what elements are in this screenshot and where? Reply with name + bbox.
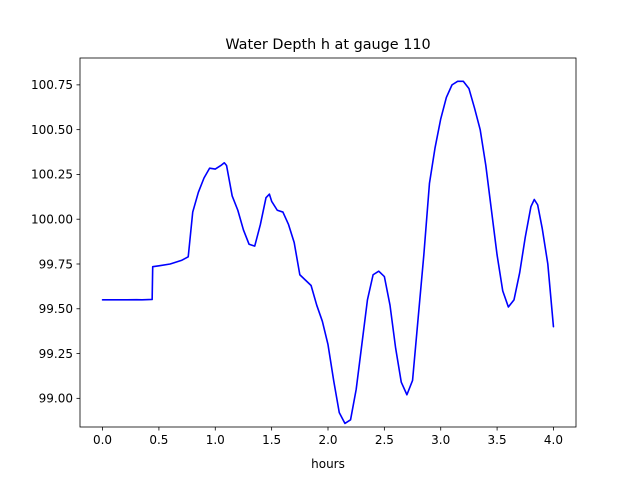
y-tick-label: 99.00 <box>39 392 73 406</box>
x-tick-label: 3.5 <box>488 433 507 447</box>
x-tick-label: 0.0 <box>93 433 112 447</box>
x-axis-ticks: 0.0 0.5 1.0 1.5 2.0 2.5 3.0 3.5 4.0 <box>93 427 563 447</box>
y-tick-label: 99.50 <box>39 302 73 316</box>
x-tick-label: 2.0 <box>318 433 337 447</box>
x-tick-label: 1.5 <box>262 433 281 447</box>
x-tick-label: 3.0 <box>431 433 450 447</box>
x-tick-label: 0.5 <box>149 433 168 447</box>
y-tick-label: 100.00 <box>31 213 73 227</box>
y-tick-label: 99.75 <box>39 257 73 271</box>
plot-area <box>101 80 555 425</box>
x-tick-label: 4.0 <box>544 433 563 447</box>
y-axis-ticks: 99.00 99.25 99.50 99.75 100.00 100.25 100.50 10… <box>31 78 80 406</box>
series-line <box>101 80 555 425</box>
y-tick-label: 99.25 <box>39 347 73 361</box>
x-tick-label: 2.5 <box>375 433 394 447</box>
x-tick-label: 1.0 <box>206 433 225 447</box>
y-tick-label: 100.75 <box>31 78 73 92</box>
chart-title: Water Depth h at gauge 110 <box>225 37 430 53</box>
y-tick-label: 100.25 <box>31 168 73 182</box>
y-tick-label: 100.50 <box>31 123 73 137</box>
x-axis-label: hours <box>311 457 345 471</box>
